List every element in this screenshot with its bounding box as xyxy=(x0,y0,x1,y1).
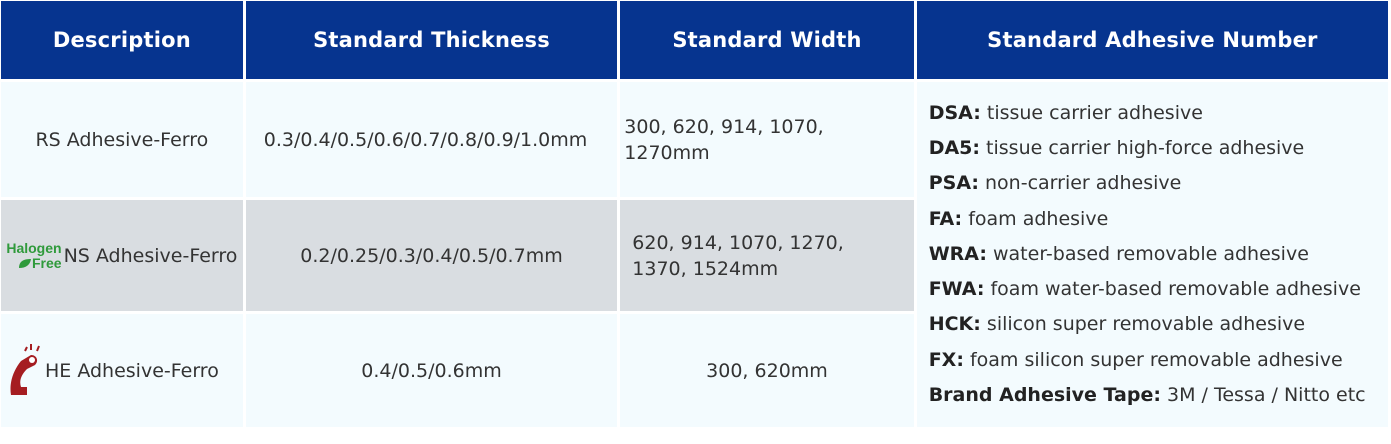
adhesive-item: DA5: tissue carrier high-force adhesive xyxy=(929,131,1380,166)
description-text: NS Adhesive-Ferro xyxy=(63,244,238,267)
thickness-cell: 0.2/0.25/0.3/0.4/0.5/0.7mm xyxy=(245,200,618,311)
width-cell: 300, 620mm xyxy=(620,314,914,427)
adhesive-item: FA: foam adhesive xyxy=(929,202,1380,237)
adhesive-item: FWA: foam water-based removable adhesive xyxy=(929,272,1380,307)
adhesive-code: FX: xyxy=(928,348,964,371)
adhesive-code: DSA: xyxy=(928,101,981,124)
adhesive-code: FA: xyxy=(928,207,963,230)
header-description: Description xyxy=(1,1,243,79)
adhesive-description: tissue carrier high-force adhesive xyxy=(980,136,1305,159)
badge-line2: Free xyxy=(32,254,62,271)
adhesive-item: WRA: water-based removable adhesive xyxy=(929,237,1380,272)
adhesive-item: DSA: tissue carrier adhesive xyxy=(929,96,1380,131)
table-row: HE Adhesive-Ferro 0.4/0.5/0.6mm 300, 620… xyxy=(1,314,1388,427)
adhesive-item: HCK: silicon super removable adhesive xyxy=(929,307,1380,342)
adhesive-item: FX: foam silicon super removable adhesiv… xyxy=(929,343,1380,378)
adhesive-description: tissue carrier adhesive xyxy=(980,101,1203,124)
strong-arm-icon xyxy=(10,343,40,395)
adhesive-code: Brand Adhesive Tape: xyxy=(928,384,1161,407)
width-cell: 300, 620, 914, 1070, 1270mm xyxy=(620,82,914,197)
adhesive-item: Brand Adhesive Tape: 3M / Tessa / Nitto … xyxy=(929,378,1380,413)
adhesive-item: PSA: non-carrier adhesive xyxy=(929,166,1380,201)
adhesive-code: DA5: xyxy=(928,136,980,159)
adhesive-description: water-based removable adhesive xyxy=(986,242,1309,265)
header-row: Description Standard Thickness Standard … xyxy=(1,1,1388,79)
adhesive-code: PSA: xyxy=(928,172,979,195)
header-width: Standard Width xyxy=(620,1,914,79)
header-adhesive-number: Standard Adhesive Number xyxy=(916,1,1388,79)
adhesive-description: 3M / Tessa / Nitto etc xyxy=(1160,384,1366,407)
product-spec-table: Description Standard Thickness Standard … xyxy=(1,1,1388,427)
adhesive-list-cell: DSA: tissue carrier adhesive DA5: tissue … xyxy=(916,82,1388,427)
badge-line1: Halogen xyxy=(6,239,62,256)
adhesive-description: foam water-based removable adhesive xyxy=(984,278,1361,301)
description-cell: Halogen Free NS Adhesive-Ferro xyxy=(1,200,243,311)
width-cell: 620, 914, 1070, 1270, 1370, 1524mm xyxy=(620,200,914,311)
adhesive-description: silicon super removable adhesive xyxy=(980,313,1306,336)
header-thickness: Standard Thickness xyxy=(245,1,618,79)
adhesive-description: non-carrier adhesive xyxy=(978,172,1182,195)
description-text: HE Adhesive-Ferro xyxy=(45,359,219,382)
description-text: RS Adhesive-Ferro xyxy=(35,128,209,151)
adhesive-list: DSA: tissue carrier adhesive DA5: tissue … xyxy=(929,96,1380,414)
description-cell: HE Adhesive-Ferro xyxy=(1,314,243,427)
leaf-icon xyxy=(19,258,31,268)
table-row: RS Adhesive-Ferro 0.3/0.4/0.5/0.6/0.7/0.… xyxy=(1,82,1388,427)
adhesive-code: FWA: xyxy=(928,278,985,301)
description-cell: RS Adhesive-Ferro xyxy=(1,82,243,197)
thickness-cell: 0.4/0.5/0.6mm xyxy=(245,314,618,427)
adhesive-code: WRA: xyxy=(928,242,987,265)
table-row: Halogen Free NS Adhesive-Ferro 0.2/0.25/… xyxy=(1,200,1388,311)
adhesive-code: HCK: xyxy=(928,313,981,336)
adhesive-description: foam silicon super removable adhesive xyxy=(963,348,1343,371)
thickness-cell: 0.3/0.4/0.5/0.6/0.7/0.8/0.9/1.0mm xyxy=(245,82,618,197)
halogen-free-badge: Halogen Free xyxy=(6,239,62,271)
adhesive-description: foam adhesive xyxy=(962,207,1109,230)
